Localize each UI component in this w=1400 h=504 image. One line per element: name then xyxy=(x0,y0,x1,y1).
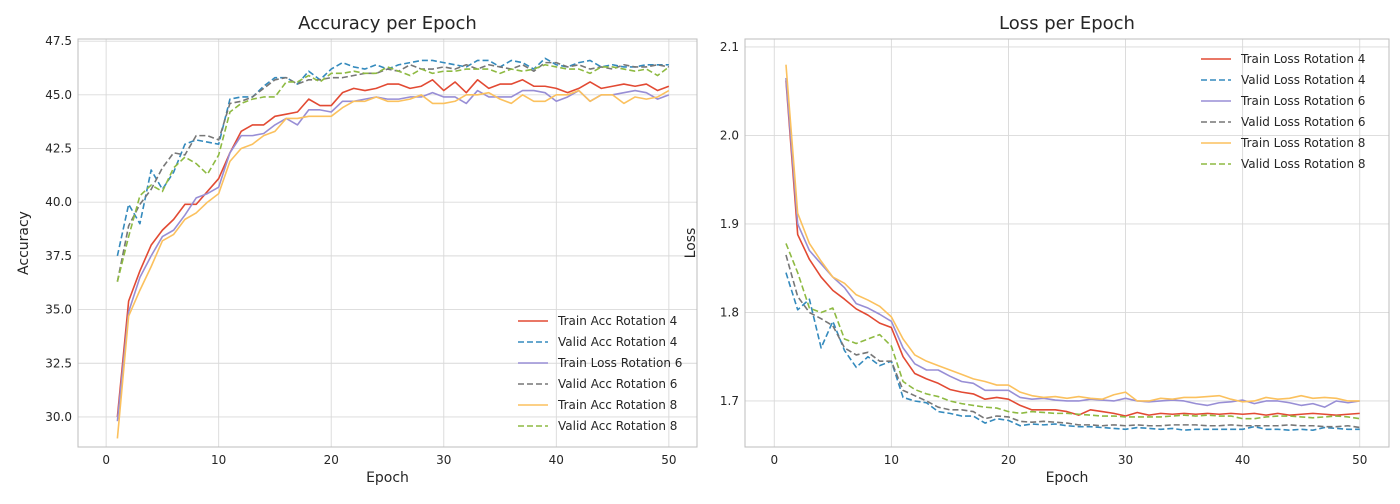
plot-frame xyxy=(77,38,698,448)
series-line-valid-acc-rotation-4 xyxy=(116,57,669,257)
legend-entry-label: Valid Acc Rotation 6 xyxy=(558,377,677,391)
x-tick-label: 20 xyxy=(324,453,339,467)
series-line-train-loss-rotation-6 xyxy=(785,77,1360,408)
series-line-valid-acc-rotation-6 xyxy=(116,61,670,282)
loss-chart: 0 10 20 30 40 50 1.7 1.8 1.9 2.0 2.1 Loss per Epoch… xyxy=(683,13,1390,486)
y-tick-label: 37.5 xyxy=(45,249,72,263)
y-tick-label: 1.8 xyxy=(720,305,739,319)
plot-frame xyxy=(744,38,1390,448)
x-tick-label: 40 xyxy=(1235,453,1250,467)
legend-entry-label: Train Loss Rotation 6 xyxy=(1240,94,1365,108)
x-tick-label: 50 xyxy=(661,453,676,467)
legend-entry-label: Valid Loss Rotation 4 xyxy=(1241,73,1366,87)
series-line-valid-loss-rotation-6 xyxy=(785,254,1360,429)
legend-entry-label: Train Loss Rotation 4 xyxy=(1240,52,1365,66)
legend-entry-label: Valid Acc Rotation 8 xyxy=(558,419,677,433)
series-line-valid-acc-rotation-8 xyxy=(116,63,670,282)
x-tick-label: 0 xyxy=(770,453,778,467)
y-tick-label: 45.0 xyxy=(45,88,72,102)
x-tick-label: 50 xyxy=(1352,453,1367,467)
y-tick-label: 47.5 xyxy=(45,34,72,48)
legend-entry-label: Train Loss Rotation 8 xyxy=(1240,136,1365,150)
legend-entry-label: Valid Loss Rotation 8 xyxy=(1241,157,1366,171)
series-line-train-acc-rotation-4 xyxy=(116,79,670,418)
x-tick-label: 40 xyxy=(549,453,564,467)
y-tick-label: 1.9 xyxy=(720,217,739,231)
x-tick-label: 10 xyxy=(884,453,899,467)
y-tick-label: 32.5 xyxy=(45,356,72,370)
y-tick-label: 2.0 xyxy=(720,128,739,142)
x-axis-label: Epoch xyxy=(366,470,409,486)
chart-title: Accuracy per Epoch xyxy=(298,13,477,34)
y-tick-label: 42.5 xyxy=(45,142,72,156)
accuracy-chart: 0 10 20 30 40 50 30.0 32.5 35.0 37.5 40.0 42.5 45.0 4… xyxy=(16,13,698,486)
y-tick-label: 1.7 xyxy=(720,394,739,408)
x-tick-label: 10 xyxy=(211,453,226,467)
series-line-valid-loss-rotation-4 xyxy=(785,272,1360,431)
x-tick-label: 0 xyxy=(102,453,110,467)
series-line-train-acc-rotation-8 xyxy=(116,89,670,439)
series-line-train-loss-rotation-8 xyxy=(785,64,1360,403)
y-tick-label: 40.0 xyxy=(45,195,72,209)
y-tick-label: 2.1 xyxy=(720,40,739,54)
y-tick-label: 30.0 xyxy=(45,410,72,424)
y-tick-label: 35.0 xyxy=(45,303,72,317)
series-line-train-loss-rotation-4 xyxy=(785,80,1360,417)
y-axis-label: Accuracy xyxy=(16,211,32,275)
x-tick-label: 30 xyxy=(1118,453,1133,467)
legend-entry-label: Valid Loss Rotation 6 xyxy=(1241,115,1366,129)
x-axis-label: Epoch xyxy=(1046,470,1089,486)
x-tick-label: 30 xyxy=(436,453,451,467)
legend-entry-label: Train Acc Rotation 8 xyxy=(557,398,677,412)
legend-entry-label: Valid Acc Rotation 4 xyxy=(558,335,677,349)
chart-title: Loss per Epoch xyxy=(999,13,1135,34)
legend-entry-label: Train Loss Rotation 6 xyxy=(557,356,682,370)
series-line-valid-loss-rotation-8 xyxy=(785,243,1360,420)
x-tick-label: 20 xyxy=(1001,453,1016,467)
y-axis-label: Loss xyxy=(683,228,699,259)
legend-entry-label: Train Acc Rotation 4 xyxy=(557,314,677,328)
